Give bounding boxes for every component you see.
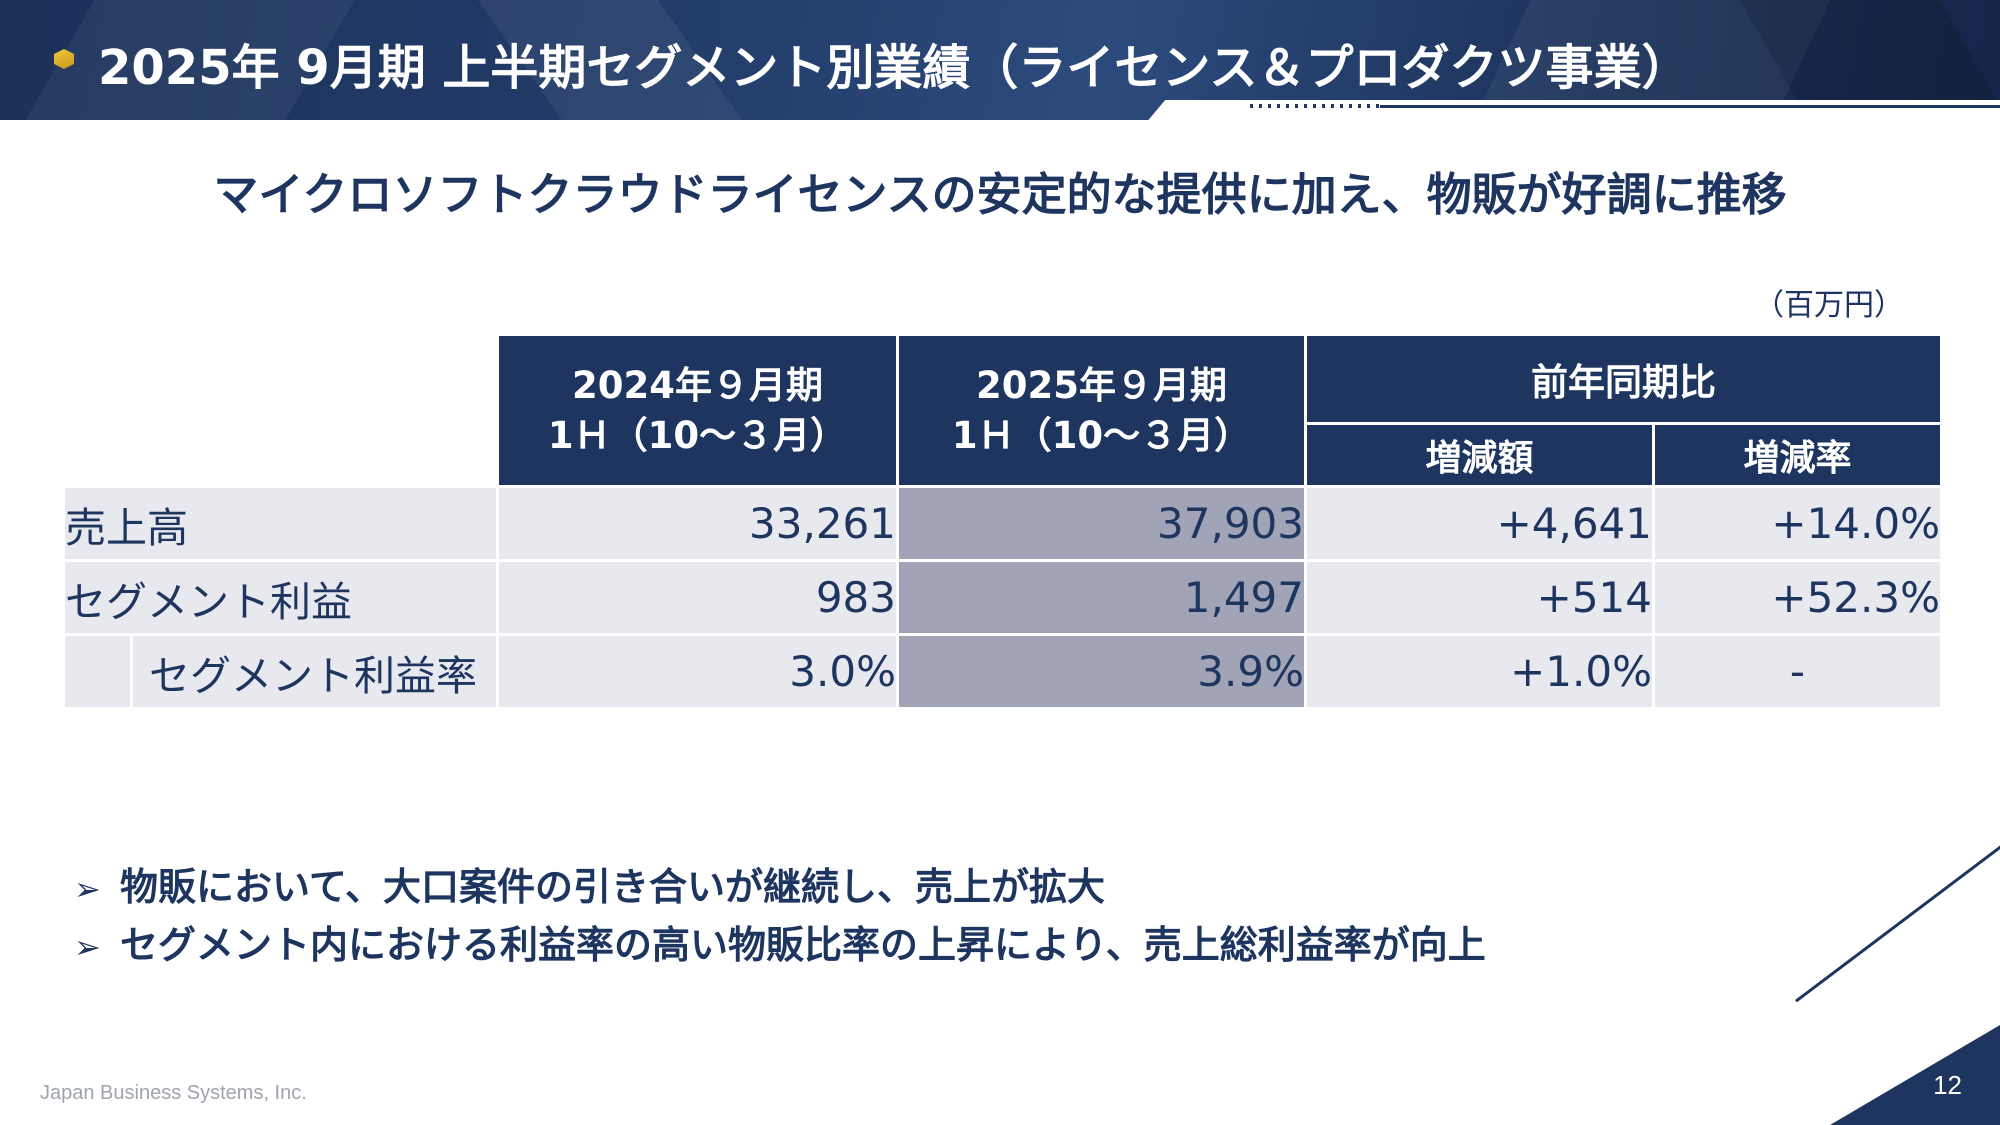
key-points-list: ➢ 物販において、大口案件の引き合いが継続し、売上が拡大 ➢ セグメント内における利… [74,858,1486,974]
header-rule-line [1380,105,2000,108]
prev-period-range: 1Ｈ（10～３月） [547,413,848,457]
column-header-prev-period: 2024年９月期 1Ｈ（10～３月） [496,333,899,488]
company-name: Japan Business Systems, Inc. [40,1082,307,1104]
row-label: セグメント利益率 [130,633,499,710]
curr-period-range: 1Ｈ（10～３月） [951,413,1252,457]
table-subheader-row: 増減額 増減率 [64,422,1943,488]
column-header-rate: 増減率 [1652,422,1943,488]
rate-value: +14.0% [1652,485,1943,562]
bullet-text: 物販において、大口案件の引き合いが継続し、売上が拡大 [120,865,1105,909]
title-bar: 2025年 9月期 上半期セグメント別業績（ライセンス＆プロダクツ事業） [0,0,2000,120]
indent-spacer [62,633,133,710]
table-row-sales: 売上高 33,261 37,903 +4,641 +14.0% [62,485,1943,562]
page-title: 2025年 9月期 上半期セグメント別業績（ライセンス＆プロダクツ事業） [98,40,1690,96]
curr-value: 3.9% [896,633,1307,710]
slide-subtitle: マイクロソフトクラウドライセンスの安定的な提供に加え、物販が好調に推移 [213,168,1787,221]
rate-value: +52.3% [1652,559,1943,636]
column-header-yoy: 前年同期比 [1304,333,1943,425]
arrow-bullet-icon: ➢ [74,928,101,966]
table-row-profit-margin: セグメント利益率 3.0% 3.9% +1.0% - [62,633,1943,710]
segment-results-table: 2024年９月期 1Ｈ（10～３月） 2025年９月期 1Ｈ（10～３月） 前年… [62,333,1943,710]
change-value: +1.0% [1304,633,1655,710]
change-value: +514 [1304,559,1655,636]
prev-value: 983 [496,559,899,636]
prev-value: 33,261 [496,485,899,562]
list-item: ➢ セグメント内における利益率の高い物販比率の上昇により、売上総利益率が向上 [74,916,1486,974]
row-label: セグメント利益 [62,559,499,636]
prev-value: 3.0% [496,633,899,710]
curr-period-year: 2025年９月期 [976,363,1227,407]
corner-accent-line [1795,723,2000,1003]
unit-label: （百万円） [1754,288,1904,323]
hexagon-bullet-icon [54,49,74,69]
header-dotted-line [1250,104,1380,108]
bullet-text: セグメント内における利益率の高い物販比率の上昇により、売上総利益率が向上 [120,923,1486,967]
arrow-bullet-icon: ➢ [74,870,101,908]
rate-value: - [1652,633,1943,710]
prev-period-year: 2024年９月期 [572,363,823,407]
change-value: +4,641 [1304,485,1655,562]
page-number: 12 [1933,1070,1962,1100]
list-item: ➢ 物販において、大口案件の引き合いが継続し、売上が拡大 [74,858,1486,916]
header-blank-cell [62,333,499,488]
curr-value: 37,903 [896,485,1307,562]
row-label: 売上高 [62,485,499,562]
curr-value: 1,497 [896,559,1307,636]
column-header-change: 増減額 [1304,422,1655,488]
column-header-curr-period: 2025年９月期 1Ｈ（10～３月） [896,333,1307,488]
corner-triangle [1830,1025,2000,1125]
table-header-row: 2024年９月期 1Ｈ（10～３月） 2025年９月期 1Ｈ（10～３月） 前年… [62,333,1943,488]
table-row-segment-profit: セグメント利益 983 1,497 +514 +52.3% [62,559,1943,636]
